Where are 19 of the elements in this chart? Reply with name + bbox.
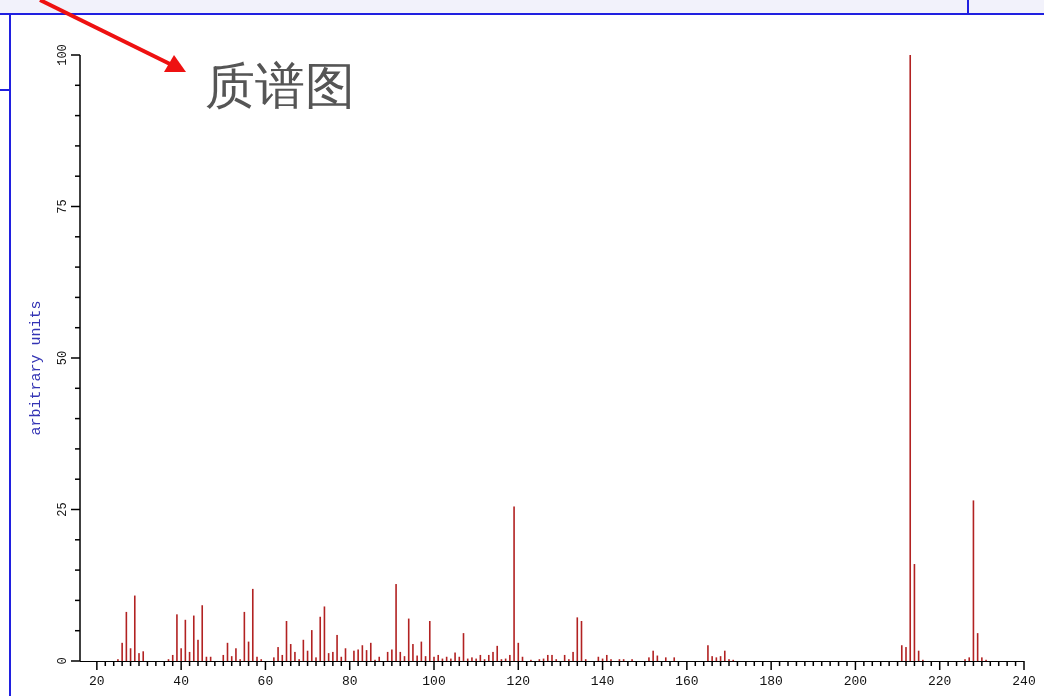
y-tick-label: 0	[56, 657, 70, 665]
x-tick-label: 160	[675, 674, 699, 689]
x-tick-label: 20	[89, 674, 105, 689]
x-tick-label: 180	[759, 674, 783, 689]
x-tick-label: 240	[1012, 674, 1036, 689]
x-tick-label: 200	[843, 674, 868, 689]
y-tick-label: 75	[56, 199, 70, 214]
x-tick-label: 80	[341, 674, 358, 689]
x-tick-label: 100	[422, 674, 446, 689]
x-tick-label: 120	[506, 674, 530, 689]
y-tick-label: 50	[56, 350, 70, 366]
x-tick-label: 220	[928, 674, 952, 689]
y-axis-title: arbitrary units	[28, 300, 45, 436]
x-tick-label: 140	[590, 674, 615, 689]
y-tick-label: 25	[56, 502, 70, 517]
y-tick-label: 100	[56, 44, 70, 66]
x-tick-label: 40	[173, 674, 189, 689]
chart-title: 质谱图	[205, 58, 355, 114]
x-tick-label: 60	[257, 674, 274, 689]
